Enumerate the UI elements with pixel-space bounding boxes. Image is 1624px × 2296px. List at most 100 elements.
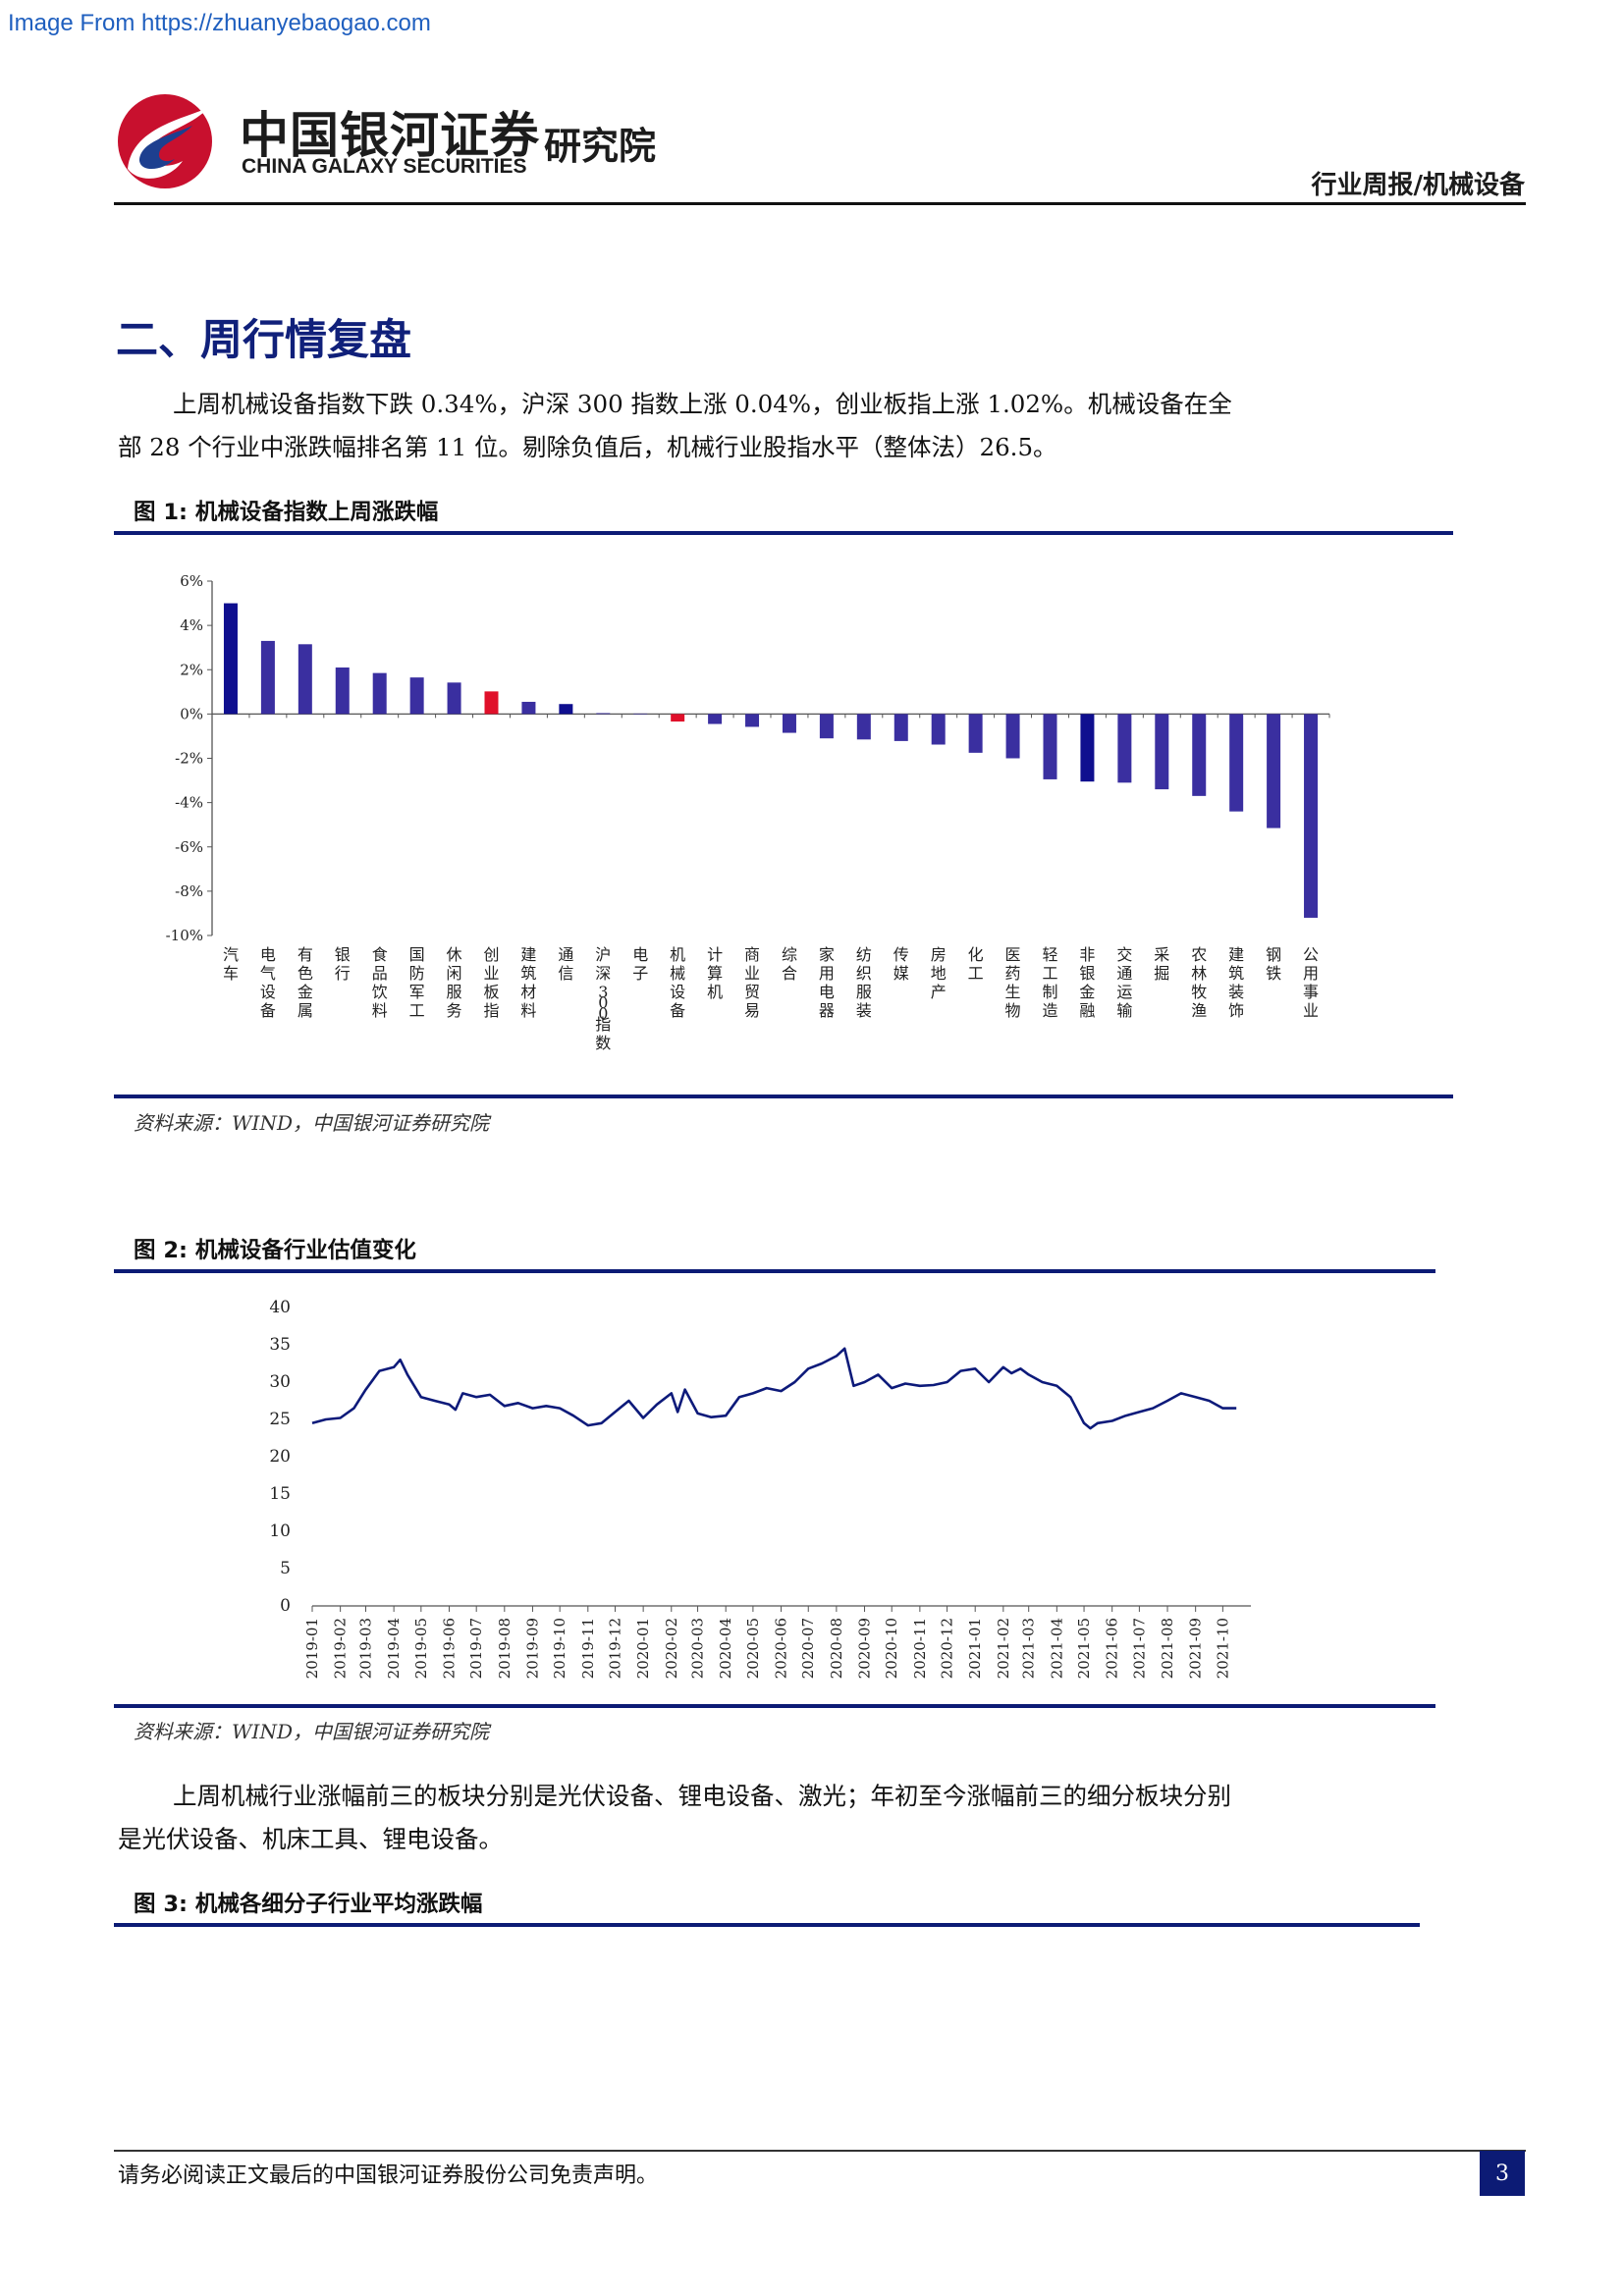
bar-18	[893, 714, 908, 741]
bar-24	[1117, 714, 1132, 783]
bar-29	[1304, 714, 1319, 918]
y-tick-label: -10%	[166, 927, 203, 944]
bar-14	[745, 714, 760, 727]
x-tick-label: 2021-03	[1020, 1618, 1038, 1679]
y-tick-label: 15	[269, 1484, 291, 1504]
bar-26	[1192, 714, 1207, 796]
bar-22	[1043, 714, 1057, 779]
x-tick-label: 2020-07	[799, 1618, 817, 1679]
bar-6	[447, 682, 461, 715]
x-category-label: 公用事业	[1303, 945, 1319, 1020]
x-tick-label: 2019-05	[412, 1618, 430, 1679]
x-category-label: 计算机	[707, 945, 723, 1001]
y-tick-label: 4%	[180, 616, 203, 634]
x-category-label: 电气设备	[260, 945, 276, 1020]
x-category-label: 沪深 3 0 0 指数	[595, 945, 611, 1052]
valuation-series-line	[311, 1347, 1237, 1430]
y-tick-label: -2%	[175, 750, 203, 768]
x-tick-label: 2021-07	[1130, 1618, 1148, 1679]
bar-3	[335, 667, 350, 715]
section-title: 二、周行情复盘	[116, 316, 411, 365]
y-tick-label: 30	[269, 1372, 291, 1392]
figure-1-title: 图 1: 机械设备指数上周涨跌幅	[134, 500, 439, 525]
line-chart: 0 5 10 15 20 25 30 35 40 2019-01 2019-02 2019-03 201…	[269, 1298, 1251, 1679]
figure-2-top-rule	[114, 1269, 1435, 1273]
x-category-label: 机械设备	[670, 945, 685, 1020]
x-tick-label: 2019-03	[356, 1618, 374, 1679]
x-tick-label: 2021-02	[995, 1618, 1012, 1679]
x-category-label: 交通运输	[1116, 945, 1132, 1020]
bar-0	[223, 603, 238, 715]
x-category-label: 商业贸易	[744, 945, 760, 1020]
page-number: 3	[1480, 2151, 1525, 2196]
x-category-label: 钢铁	[1266, 945, 1281, 983]
footer-divider	[114, 2150, 1526, 2152]
x-category-label: 家用电器	[819, 945, 835, 1020]
x-category-label: 纺织服装	[856, 945, 872, 1020]
bar-27	[1229, 714, 1244, 812]
x-category-label: 银行	[335, 945, 351, 983]
y-tick-label: 20	[269, 1447, 291, 1467]
y-tick-label: 25	[269, 1410, 291, 1429]
galaxy-logo-icon	[110, 90, 226, 192]
figure-1-top-rule	[114, 531, 1453, 535]
y-tick-label: 2%	[180, 661, 203, 678]
y-tick-label: 0	[280, 1596, 291, 1616]
bar-8	[521, 701, 536, 715]
bar-15	[782, 714, 796, 733]
bar-9	[559, 704, 573, 715]
x-tick-label: 2021-08	[1159, 1618, 1176, 1679]
logo-chinese-name: 中国银河证券	[240, 107, 540, 164]
x-tick-label: 2021-04	[1048, 1618, 1065, 1679]
x-tick-label: 2020-09	[856, 1618, 874, 1679]
header-divider	[114, 202, 1526, 205]
x-category-label: 化工	[968, 945, 984, 983]
x-tick-label: 2020-05	[744, 1618, 762, 1679]
x-tick-label: 2020-03	[689, 1618, 707, 1679]
x-category-label: 医药生物	[1005, 945, 1021, 1020]
y-tick-label: 40	[269, 1298, 291, 1317]
x-tick-label: 2021-10	[1214, 1618, 1231, 1679]
bar-12	[671, 714, 685, 722]
x-category-label: 电子	[632, 945, 648, 983]
x-tick-label: 2020-01	[634, 1618, 652, 1679]
report-type: 行业周报/机械设备	[1311, 171, 1526, 200]
y-tick-label: -8%	[175, 882, 203, 900]
figure-3-title: 图 3: 机械各细分子行业平均涨跌幅	[134, 1892, 483, 1917]
x-category-label: 采掘	[1154, 945, 1169, 983]
x-category-label: 房地产	[931, 945, 947, 1001]
bar-28	[1267, 714, 1281, 828]
y-tick-label: 6%	[180, 572, 203, 590]
figure-2-source: 资料来源：WIND，中国银河证券研究院	[134, 1720, 489, 1743]
paragraph-market-review: 上周机械设备指数下跌 0.34%，沪深 300 指数上涨 0.04%，创业板指上…	[118, 390, 1232, 461]
x-category-label: 传媒	[893, 945, 909, 983]
bar-10	[596, 713, 611, 715]
bar-13	[708, 714, 723, 724]
bar-25	[1155, 714, 1169, 790]
x-category-label: 汽车	[223, 945, 239, 983]
x-category-label: 建筑材料	[520, 945, 536, 1020]
x-category-label: 国防军工	[409, 945, 425, 1020]
figure-1-source: 资料来源：WIND，中国银河证券研究院	[134, 1111, 489, 1135]
y-tick-label: 5	[280, 1559, 291, 1578]
x-tick-label: 2021-05	[1075, 1618, 1093, 1679]
x-tick-label: 2020-06	[773, 1618, 790, 1679]
bar-5	[409, 677, 424, 715]
y-tick-label: -4%	[175, 794, 203, 812]
x-category-label: 创业板指	[483, 945, 499, 1020]
x-tick-label: 2020-02	[663, 1618, 680, 1679]
x-tick-label: 2019-04	[385, 1618, 403, 1679]
x-tick-label: 2020-11	[911, 1618, 929, 1679]
x-category-label: 休闲服务	[447, 945, 462, 1020]
bar-20	[968, 714, 983, 753]
watermark-text: Image From https://zhuanyebaogao.com	[8, 10, 431, 36]
bar-23	[1080, 714, 1095, 782]
bar-7	[484, 691, 499, 715]
bar-chart: 6% 4% 2% 0% -2% -4% -6% -8% -10% 汽车 电气设备 有色金属 银行 食品饮料…	[166, 572, 1330, 1052]
x-category-label: 轻工制造	[1042, 945, 1057, 1020]
y-tick-label: 10	[269, 1522, 291, 1541]
x-category-label: 综合	[782, 945, 797, 983]
x-tick-label: 2019-01	[303, 1618, 321, 1679]
paragraph-sector-review: 上周机械行业涨幅前三的板块分别是光伏设备、锂电设备、激光；年初至今涨幅前三的细分…	[118, 1782, 1231, 1853]
figure-1-bottom-rule	[114, 1095, 1453, 1098]
